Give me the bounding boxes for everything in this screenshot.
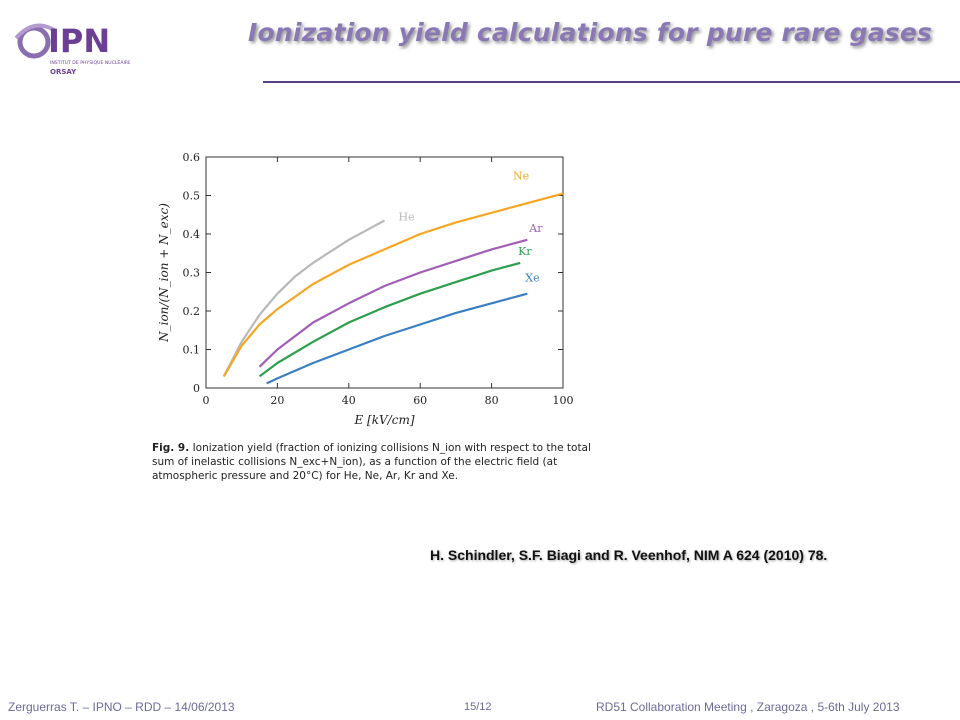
reference-citation: H. Schindler, S.F. Biagi and R. Veenhof,… — [430, 547, 828, 563]
series-kr-label: Kr — [518, 245, 532, 258]
slide-title: Ionization yield calculations for pure r… — [248, 18, 933, 47]
logo-location: ORSAY — [50, 68, 77, 76]
figure-caption: Fig. 9. Ionization yield (fraction of io… — [152, 441, 592, 483]
footer-meeting: RD51 Collaboration Meeting , Zaragoza , … — [596, 700, 900, 714]
series-ne-label: Ne — [513, 170, 529, 183]
y-axis-label: N_ion/(N_ion + N_exc) — [157, 203, 171, 343]
ionization-yield-chart: 0 20 40 60 80 100 0 0.1 0.2 0.3 0.4 0.5 0.6 E [kV/cm]… — [157, 151, 574, 427]
y-tick-label: 0.6 — [183, 151, 201, 164]
y-tick-label: 0.2 — [183, 305, 201, 318]
series-he-label: He — [399, 211, 415, 224]
logo-subtitle: INSTITUT DE PHYSIQUE NUCLÉAIRE — [50, 58, 130, 66]
x-tick-label: 60 — [413, 394, 427, 407]
series-xe-label: Xe — [525, 272, 539, 285]
logo-globe-icon — [14, 23, 56, 59]
y-tick-label: 0.1 — [183, 344, 201, 357]
y-tick-label: 0.4 — [183, 228, 201, 241]
x-tick-label: 0 — [203, 394, 210, 407]
title-divider — [263, 81, 960, 83]
series-kr-line — [258, 261, 521, 378]
x-tick-label: 80 — [485, 394, 499, 407]
y-tick-label: 0 — [193, 382, 200, 395]
x-axis-label: E [kV/cm] — [353, 413, 414, 427]
x-tick-label: 40 — [342, 394, 356, 407]
x-tick-label: 20 — [270, 394, 284, 407]
footer-author: Zerguerras T. – IPNO – RDD – 14/06/2013 — [8, 700, 235, 714]
caption-label: Fig. 9. — [152, 442, 190, 454]
ipn-logo: IPN INSTITUT DE PHYSIQUE NUCLÉAIRE ORSAY — [10, 8, 131, 88]
footer-page-number: 15/12 — [464, 701, 492, 713]
logo-text: IPN — [48, 22, 110, 60]
plot-frame — [205, 156, 564, 389]
series-he-line — [222, 219, 386, 377]
x-tick-label: 100 — [553, 394, 574, 407]
series-ar-label: Ar — [528, 222, 543, 235]
y-tick-label: 0.3 — [183, 267, 201, 280]
caption-text: Ionization yield (fraction of ionizing c… — [152, 442, 591, 482]
series-ne-line — [222, 192, 564, 377]
series-xe-line — [266, 292, 528, 385]
series-ar-line — [258, 238, 528, 368]
y-tick-label: 0.5 — [183, 190, 201, 203]
figure: 0 20 40 60 80 100 0 0.1 0.2 0.3 0.4 0.5 0.6 E [kV/cm]… — [140, 140, 600, 495]
